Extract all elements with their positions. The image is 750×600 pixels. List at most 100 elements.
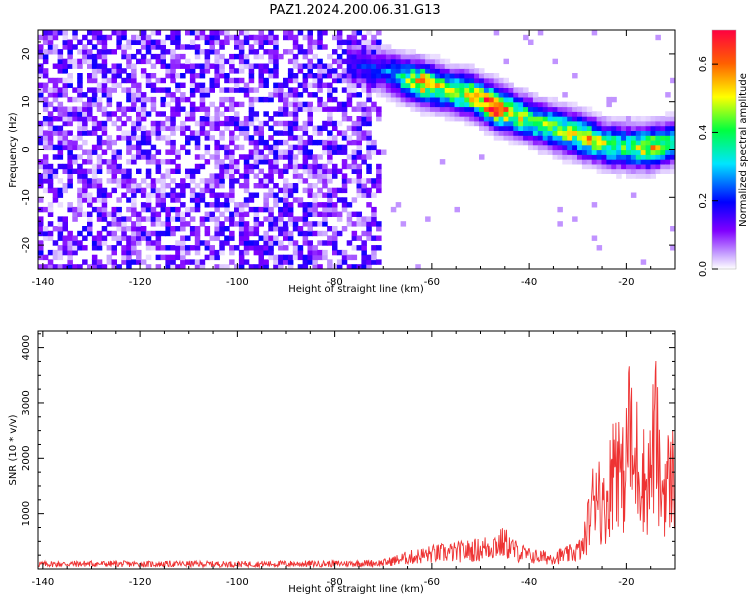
heatmap-cell	[581, 111, 588, 117]
heatmap-cell	[341, 226, 348, 232]
heatmap-cell	[302, 211, 309, 217]
heatmap-cell	[62, 58, 68, 65]
heatmap-cell	[145, 192, 152, 198]
heatmap-cell	[121, 87, 127, 93]
heatmap-cell	[47, 49, 54, 55]
heatmap-cell	[488, 82, 495, 88]
heatmap-cell	[336, 63, 343, 69]
heatmap-cell	[302, 82, 309, 88]
heatmap-cell	[42, 230, 49, 237]
heatmap-cell	[160, 192, 166, 198]
heatmap-cell	[87, 264, 93, 269]
heatmap-cell	[346, 63, 353, 69]
heatmap-cell	[145, 173, 152, 179]
heatmap-cell	[87, 63, 93, 69]
heatmap-cell	[253, 206, 260, 213]
heatmap-cell	[263, 249, 269, 256]
heatmap-cell	[229, 230, 235, 237]
heatmap-cell	[258, 120, 264, 127]
heatmap-cell	[82, 58, 88, 65]
heatmap-cell	[626, 168, 632, 174]
heatmap-cell	[219, 68, 225, 74]
heatmap-cell	[243, 87, 250, 93]
heatmap-cell	[136, 216, 142, 222]
heatmap-cell	[532, 111, 539, 117]
heatmap-cell	[47, 259, 54, 265]
heatmap-cell	[312, 183, 318, 189]
heatmap-cell	[601, 159, 607, 165]
heatmap-cell	[219, 130, 225, 136]
heatmap-cell	[67, 249, 73, 256]
heatmap-cell	[38, 96, 44, 103]
heatmap-cell	[278, 197, 284, 203]
heatmap-cell	[444, 101, 451, 108]
heatmap-cell	[253, 139, 260, 146]
heatmap-cell	[586, 130, 593, 136]
heatmap-cell	[165, 211, 171, 217]
heatmap-cell	[96, 39, 103, 45]
heatmap-cell	[332, 245, 338, 251]
heatmap-cell	[131, 235, 137, 241]
heatmap-cell	[253, 34, 260, 41]
heatmap-cell	[116, 116, 122, 122]
heatmap-cell	[577, 154, 583, 160]
heatmap-cell	[62, 264, 68, 269]
heatmap-cell	[106, 178, 113, 184]
heatmap-cell	[131, 197, 137, 203]
heatmap-cell	[483, 130, 490, 136]
heatmap-cell	[77, 96, 83, 103]
heatmap-cell	[87, 226, 93, 232]
heatmap-cell	[332, 249, 338, 256]
heatmap-cell	[307, 163, 313, 170]
heatmap-cell	[341, 116, 348, 122]
heatmap-cell	[150, 216, 157, 222]
heatmap-cell	[371, 235, 377, 241]
heatmap-cell	[126, 130, 132, 136]
heatmap-cell	[52, 125, 59, 131]
heatmap-cell	[341, 249, 348, 256]
heatmap-cell	[47, 120, 54, 127]
heatmap-cell	[253, 159, 260, 165]
heatmap-cell	[42, 58, 49, 65]
heatmap-cell	[273, 120, 279, 127]
heatmap-cell	[562, 135, 568, 141]
heatmap-cell	[381, 149, 387, 155]
heatmap-cell	[38, 221, 44, 227]
heatmap-cell	[263, 183, 269, 189]
heatmap-cell	[165, 259, 171, 265]
heatmap-cell	[410, 96, 416, 103]
heatmap-cell	[175, 168, 181, 174]
heatmap-cell	[47, 168, 54, 174]
heatmap-cell	[640, 149, 647, 155]
heatmap-cell	[366, 116, 372, 122]
heatmap-cell	[581, 159, 588, 165]
heatmap-cell	[327, 82, 333, 88]
heatmap-cell	[537, 96, 544, 103]
heatmap-cell	[376, 53, 382, 60]
heatmap-cell	[287, 254, 294, 261]
heatmap-cell	[238, 259, 245, 265]
heatmap-cell	[175, 183, 181, 189]
heatmap-cell	[47, 101, 54, 108]
heatmap-cell	[464, 120, 470, 127]
heatmap-cell	[503, 101, 509, 108]
heatmap-cell	[327, 116, 333, 122]
heatmap-cell	[459, 92, 465, 98]
heatmap-cell	[67, 163, 73, 170]
heatmap-cell	[199, 125, 206, 131]
heatmap-cell	[111, 154, 117, 160]
heatmap-cell	[351, 197, 358, 203]
heatmap-cell	[145, 159, 152, 165]
heatmap-cell	[292, 101, 299, 108]
heatmap-cell	[160, 49, 166, 55]
heatmap-cell	[258, 30, 264, 36]
heatmap-cell	[72, 116, 78, 122]
heatmap-cell	[268, 30, 274, 36]
heatmap-cell	[87, 73, 93, 79]
heatmap-cell	[238, 235, 245, 241]
heatmap-cell	[616, 159, 622, 165]
heatmap-cell	[165, 135, 171, 141]
heatmap-cell	[214, 73, 220, 79]
heatmap-cell	[307, 187, 313, 194]
heatmap-cell	[322, 183, 328, 189]
